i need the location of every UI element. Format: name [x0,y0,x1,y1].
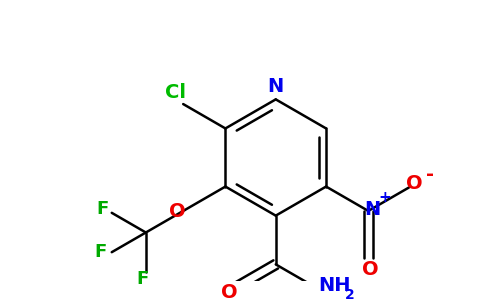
Text: Cl: Cl [165,83,186,102]
Text: F: F [94,243,106,261]
Text: +: + [379,190,392,205]
Text: N: N [268,77,284,96]
Text: F: F [96,200,108,218]
Text: 2: 2 [345,288,355,300]
Text: N: N [364,200,380,219]
Text: O: O [221,283,238,300]
Text: -: - [425,165,434,184]
Text: F: F [136,270,148,288]
Text: NH: NH [318,276,351,296]
Text: O: O [362,260,378,279]
Text: O: O [406,174,423,193]
Text: O: O [169,202,186,221]
